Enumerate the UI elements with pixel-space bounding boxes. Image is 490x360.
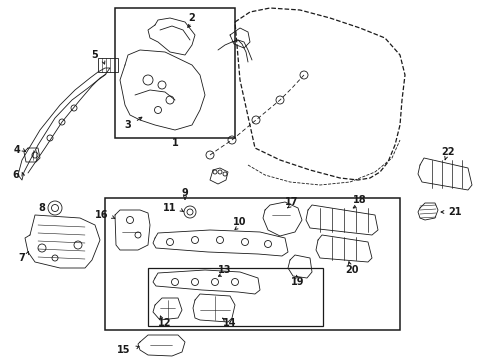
Text: 9: 9 (182, 188, 188, 198)
Text: 17: 17 (285, 197, 299, 207)
Bar (148, 268, 323, 326)
Bar (98, 58, 118, 72)
Text: 5: 5 (92, 50, 98, 60)
Text: 14: 14 (223, 318, 237, 328)
Text: 10: 10 (233, 217, 247, 227)
Text: 21: 21 (448, 207, 462, 217)
Text: 19: 19 (291, 277, 305, 287)
Text: 3: 3 (124, 120, 131, 130)
Text: 7: 7 (18, 253, 25, 263)
Text: 18: 18 (353, 195, 367, 205)
Text: 2: 2 (189, 13, 196, 23)
Text: 20: 20 (345, 265, 359, 275)
Text: 1: 1 (172, 138, 178, 148)
Text: 6: 6 (12, 170, 19, 180)
Bar (105, 198, 400, 330)
Text: 8: 8 (38, 203, 45, 213)
Text: 13: 13 (218, 265, 232, 275)
Text: 15: 15 (117, 345, 130, 355)
Text: 11: 11 (163, 203, 177, 213)
Text: 22: 22 (441, 147, 455, 157)
Text: 4: 4 (14, 145, 21, 155)
Text: 16: 16 (95, 210, 108, 220)
Text: 12: 12 (158, 318, 172, 328)
Bar (115, 8, 235, 138)
